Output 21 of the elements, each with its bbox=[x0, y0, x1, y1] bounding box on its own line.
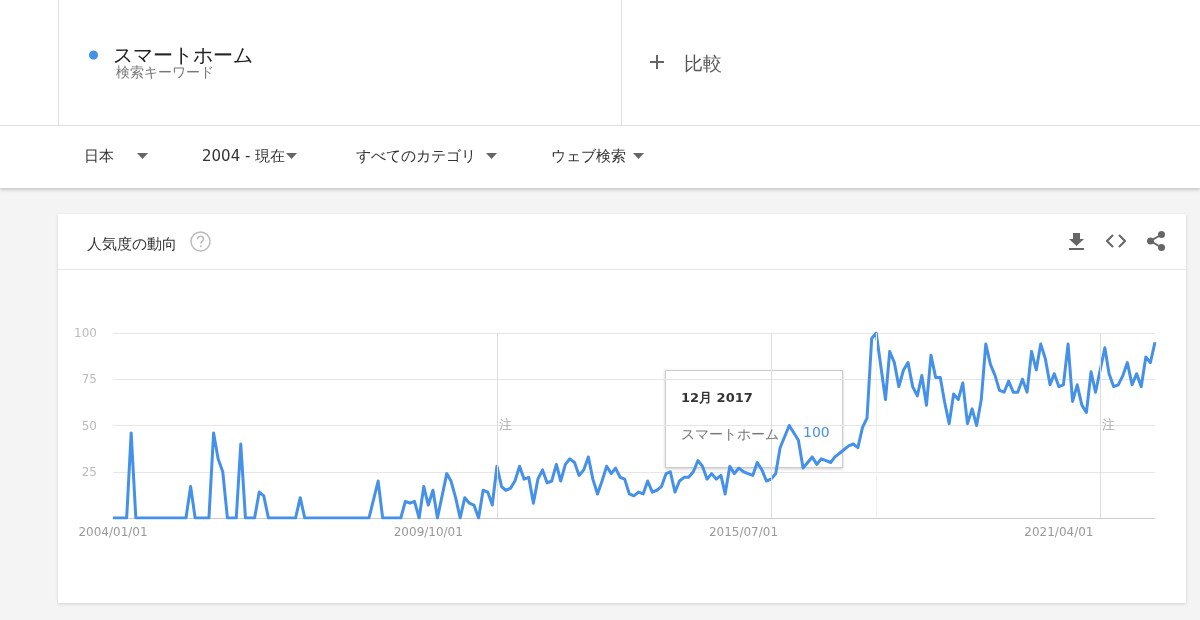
text: ウェブ検索 bbox=[551, 147, 626, 166]
y-tick-label: 75 bbox=[81, 372, 97, 387]
y-tick-label: 100 bbox=[74, 326, 97, 340]
line-series bbox=[111, 331, 1157, 520]
annotation: 12月 2017 bbox=[681, 389, 753, 407]
x-tick-label: 2004/01/01 bbox=[78, 525, 148, 539]
y-tick-label: 25 bbox=[81, 464, 97, 479]
text: 検索キーワード bbox=[116, 64, 214, 82]
text: 2004 - 現在 bbox=[202, 147, 286, 166]
text: 日本 bbox=[84, 147, 114, 166]
text: スマートホーム bbox=[681, 426, 779, 442]
x-tick-label: 2009/10/01 bbox=[393, 525, 463, 539]
x-tick-label: 2021/04/01 bbox=[1024, 525, 1094, 539]
text: 比較 bbox=[684, 51, 722, 76]
y-tick-label: 50 bbox=[81, 418, 97, 433]
text: すべてのカテゴリ bbox=[356, 147, 476, 166]
ref-line-label: 注 bbox=[498, 416, 512, 432]
ref-line-label: 注 bbox=[1102, 416, 1116, 432]
x-tick-label: 2015/07/01 bbox=[708, 525, 779, 539]
annotation: 100 bbox=[803, 424, 830, 440]
chart-title: 人気度の動向 bbox=[87, 234, 177, 253]
